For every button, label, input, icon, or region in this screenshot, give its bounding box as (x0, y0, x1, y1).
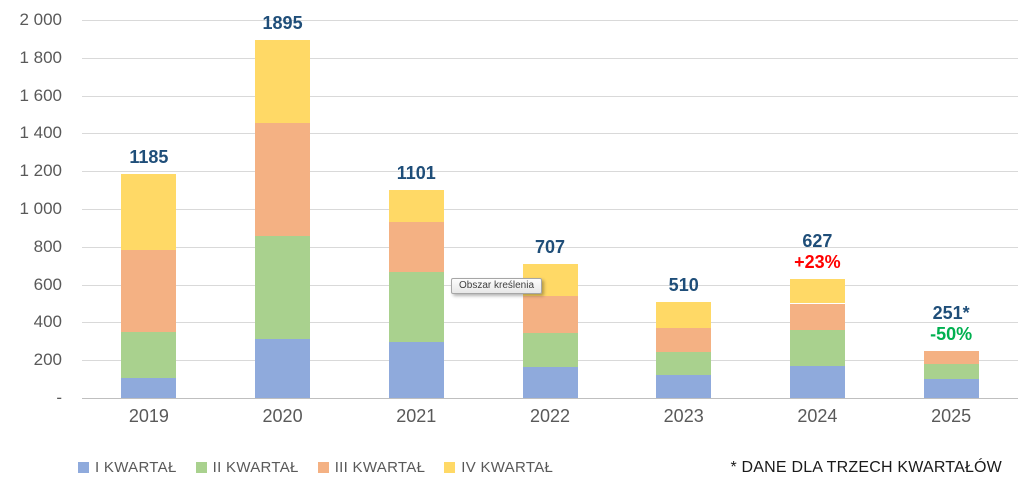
gridline (82, 133, 1018, 135)
bar-segment-2024-q2[interactable] (789, 329, 845, 366)
bar-label-block-2019: 1185 (129, 147, 168, 168)
bar-segment-2024-q1[interactable] (789, 365, 845, 398)
bar-segment-2021-q4[interactable] (388, 189, 444, 223)
y-axis-tick-label: 2 000 (19, 10, 62, 29)
bar-segment-2023-q4[interactable] (656, 301, 712, 329)
bar-label-block-2020: 1895 (263, 13, 303, 34)
bar-total-label: 1895 (262, 12, 303, 33)
bar-label-block-2024: 627 +23% (794, 231, 841, 273)
legend-label: I KWARTAŁ (95, 459, 177, 476)
bar-total-label: 707 (534, 237, 566, 258)
legend-label: II KWARTAŁ (212, 459, 299, 476)
legend-item-q1[interactable]: I KWARTAŁ (78, 459, 177, 476)
legend-swatch-icon (195, 462, 207, 473)
bar-change-label: -50% (930, 323, 973, 344)
x-axis-label-2025: 2025 (931, 406, 972, 426)
bar-segment-2023-q1[interactable] (656, 375, 712, 398)
y-axis-tick-label: 1 000 (19, 199, 62, 218)
y-axis-tick-label: 1 400 (19, 123, 62, 143)
bar-segment-2023-q2[interactable] (656, 351, 712, 376)
bar-segment-2022-q2[interactable] (522, 332, 578, 367)
legend-item-q2[interactable]: II KWARTAŁ (195, 459, 299, 476)
legend-item-q3[interactable]: III KWARTAŁ (317, 459, 426, 476)
bar-segment-2019-q2[interactable] (121, 331, 177, 379)
legend-label: IV KWARTAŁ (461, 459, 554, 476)
x-axis-label-2021: 2021 (396, 406, 437, 426)
bar-change-label: +23% (794, 252, 841, 273)
y-axis-tick-label: 200 (33, 350, 62, 370)
bar-total-label: 1101 (396, 162, 436, 183)
x-axis-label-2024: 2024 (797, 406, 838, 426)
bar-segment-2021-q3[interactable] (388, 222, 444, 273)
legend: I KWARTAŁ II KWARTAŁ III KWARTAŁ IV KWARTAŁ (78, 459, 553, 476)
bar-segment-2020-q4[interactable] (255, 39, 311, 123)
bar-segment-2023-q3[interactable] (656, 328, 712, 352)
bar-segment-2025-q3[interactable] (923, 350, 979, 365)
y-axis-tick-label: 1 200 (19, 161, 62, 181)
y-axis-tick-label: 1 800 (19, 47, 62, 67)
bar-segment-2019-q1[interactable] (121, 378, 177, 398)
bar-total-label: 510 (668, 274, 699, 295)
bar-segment-2024-q4[interactable] (789, 279, 845, 304)
gridline (82, 20, 1018, 21)
x-axis-label-2019: 2019 (128, 406, 169, 426)
bar-total-label: 1185 (129, 147, 169, 168)
legend-swatch-icon (317, 462, 329, 473)
bar-segment-2022-q1[interactable] (522, 366, 578, 398)
bar-segment-2024-q3[interactable] (789, 303, 845, 330)
bar-label-block-2023: 510 (669, 275, 699, 296)
bar-segment-2021-q1[interactable] (388, 342, 444, 398)
bar-segment-2022-q3[interactable] (522, 295, 578, 333)
bar-segment-2021-q2[interactable] (388, 272, 444, 343)
footnote: * DANE DLA TRZECH KWARTAŁÓW (730, 459, 1002, 476)
x-axis-label-2020: 2020 (262, 406, 303, 426)
bar-segment-2020-q1[interactable] (255, 339, 311, 398)
x-axis-line (82, 398, 1018, 399)
bar-label-block-2021: 1101 (397, 163, 436, 184)
legend-swatch-icon (444, 462, 456, 473)
y-axis-tick-label: 1 600 (19, 85, 62, 105)
gridline (82, 246, 1018, 248)
bar-total-label: 627 (802, 231, 833, 252)
bar-segment-2025-q2[interactable] (923, 364, 979, 380)
gridline (82, 171, 1018, 173)
y-axis-tick-label: 600 (33, 274, 62, 294)
x-axis-label-2022: 2022 (529, 406, 571, 426)
plot-area-tooltip: Obszar kreślenia (451, 278, 543, 294)
bar-label-block-2025: 251* -50% (930, 303, 972, 345)
bar-segment-2019-q3[interactable] (121, 249, 177, 332)
bar-segment-2025-q1[interactable] (923, 379, 979, 398)
bar-segment-2020-q3[interactable] (255, 123, 311, 237)
gridline (82, 209, 1018, 210)
x-axis-label-2023: 2023 (663, 406, 704, 426)
plot-area-tooltip-text: Obszar kreślenia (459, 280, 535, 291)
bar-segment-2020-q2[interactable] (255, 236, 311, 340)
bar-label-block-2022: 707 (535, 237, 565, 258)
gridline (82, 57, 1018, 59)
legend-label: III KWARTAŁ (334, 459, 426, 476)
bar-total-label: 251* (932, 302, 970, 323)
y-axis-tick-label: - (56, 388, 62, 407)
y-axis-tick-label: 400 (33, 312, 62, 332)
bar-segment-2019-q4[interactable] (121, 174, 177, 250)
legend-item-q4[interactable]: IV KWARTAŁ (444, 459, 553, 476)
y-axis-tick-label: 800 (33, 236, 62, 256)
legend-swatch-icon (78, 462, 89, 473)
gridline (82, 95, 1018, 97)
